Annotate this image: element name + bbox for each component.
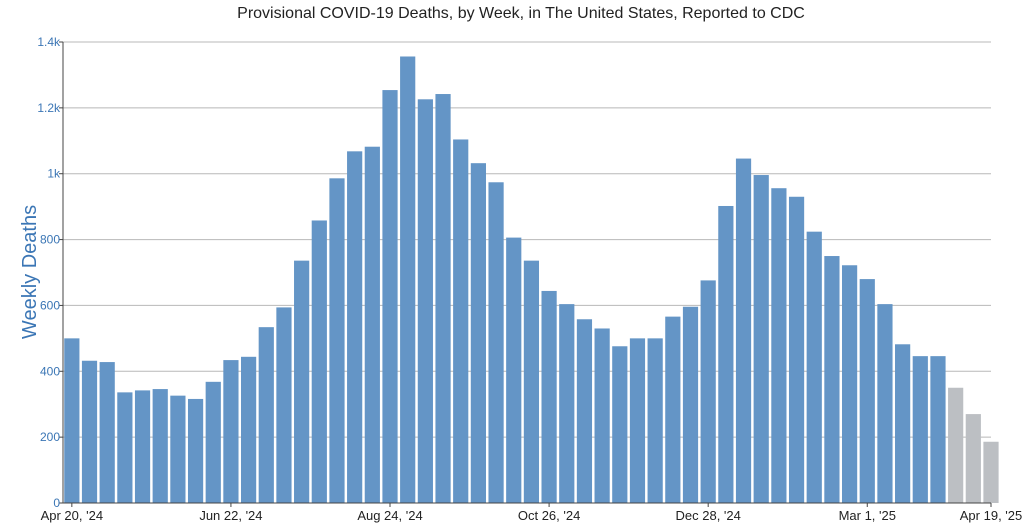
bar[interactable] (276, 307, 292, 503)
x-tick-labels: Apr 20, '24 Jun 22, '24 Aug 24, '24 Oct 26,… (41, 503, 1022, 523)
bar-provisional[interactable] (983, 441, 999, 503)
bar[interactable] (117, 392, 133, 503)
y-tick-label: 400 (40, 364, 60, 378)
bar[interactable] (453, 139, 469, 503)
bar[interactable] (647, 338, 663, 503)
bar[interactable] (576, 319, 593, 503)
y-tick-label: 200 (40, 430, 60, 444)
x-tick-label: Oct 26, '24 (518, 508, 580, 523)
bar[interactable] (594, 328, 610, 503)
bar[interactable] (559, 304, 575, 503)
y-tick-labels: 0 200 400 600 800 1k 1.2k 1.4k (37, 35, 63, 510)
y-tick-label: 600 (40, 298, 60, 312)
bar[interactable] (152, 389, 168, 503)
bar[interactable] (541, 290, 557, 503)
bar[interactable] (400, 56, 416, 503)
bar[interactable] (877, 304, 893, 503)
bar[interactable] (912, 356, 928, 503)
bar[interactable] (612, 346, 628, 503)
x-tick-label: Mar 1, '25 (839, 508, 896, 523)
y-tick-label: 1.4k (37, 35, 61, 49)
bar[interactable] (81, 360, 98, 503)
bar[interactable] (382, 90, 398, 503)
bar[interactable] (258, 327, 274, 503)
bar[interactable] (506, 237, 522, 504)
bar[interactable] (170, 395, 186, 503)
bar-provisional[interactable] (965, 414, 981, 503)
y-tick-label: 800 (40, 233, 60, 247)
axes (62, 42, 991, 504)
bar[interactable] (488, 182, 504, 504)
x-tick-label: Aug 24, '24 (357, 508, 422, 523)
x-tick-label: Dec 28, '24 (676, 508, 741, 523)
y-axis-title: Weekly Deaths (19, 205, 41, 339)
bar[interactable] (895, 344, 911, 503)
bar[interactable] (859, 279, 875, 503)
bar[interactable] (347, 151, 363, 503)
bar[interactable] (523, 260, 540, 503)
bar[interactable] (134, 390, 151, 503)
x-tick-label: Apr 19, '25 (960, 508, 1022, 523)
bar[interactable] (665, 316, 681, 503)
bar[interactable] (735, 158, 752, 503)
bar[interactable] (223, 360, 239, 503)
bar[interactable] (682, 306, 699, 503)
bar[interactable] (311, 220, 327, 504)
bar[interactable] (930, 356, 946, 503)
y-tick-label: 1k (47, 167, 61, 181)
y-tick-label: 0 (53, 496, 60, 510)
bar[interactable] (824, 256, 840, 503)
bar[interactable] (240, 356, 257, 503)
bar[interactable] (417, 99, 433, 503)
bar[interactable] (788, 196, 805, 503)
bar[interactable] (700, 280, 716, 503)
bar[interactable] (470, 163, 486, 504)
bars (64, 56, 999, 504)
bar[interactable] (806, 231, 822, 503)
bar[interactable] (718, 205, 734, 503)
bar[interactable] (753, 175, 769, 503)
chart-title: Provisional COVID-19 Deaths, by Week, in… (237, 5, 805, 22)
x-tick-label: Jun 22, '24 (199, 508, 262, 523)
bar[interactable] (841, 265, 858, 503)
x-tick-label: Apr 20, '24 (41, 508, 103, 523)
bar[interactable] (435, 94, 451, 503)
y-tick-label: 1.2k (37, 101, 61, 115)
bar[interactable] (205, 381, 221, 503)
bar[interactable] (629, 338, 646, 503)
bar[interactable] (64, 338, 80, 503)
bar[interactable] (771, 188, 787, 503)
bar[interactable] (187, 398, 204, 503)
bar[interactable] (99, 362, 115, 503)
bar[interactable] (294, 260, 310, 503)
bar[interactable] (364, 146, 380, 503)
bar[interactable] (329, 178, 345, 503)
bar-provisional[interactable] (948, 387, 964, 503)
